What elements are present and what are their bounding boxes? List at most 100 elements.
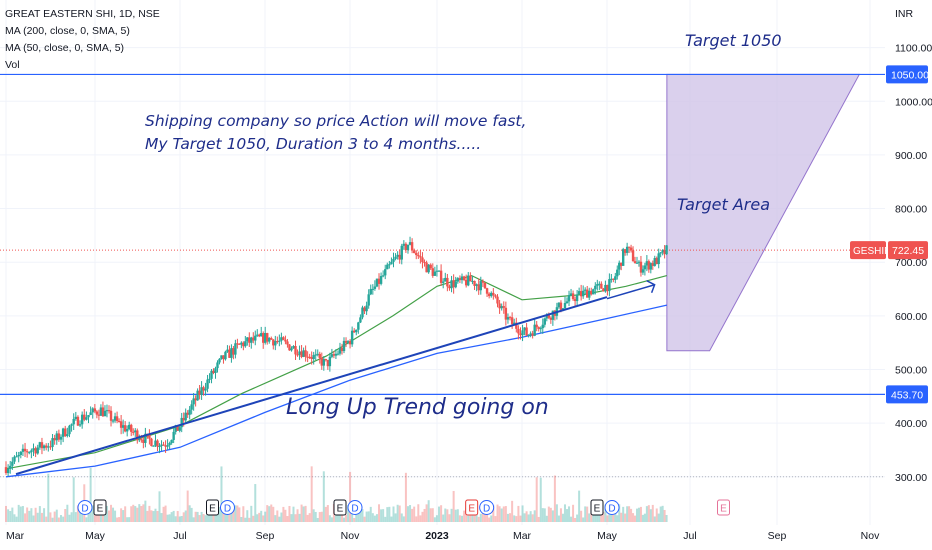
lower-level-badge-text: 453.70	[891, 389, 923, 401]
candle-body	[276, 341, 279, 343]
volume-bar	[382, 509, 385, 522]
volume-bar	[448, 514, 451, 522]
candle-body	[581, 290, 585, 297]
annotation-note-line1[interactable]: Shipping company so price Action will mo…	[145, 112, 526, 130]
ma-200-legend[interactable]: MA (200, close, 0, SMA, 5)	[5, 25, 130, 37]
volume-bar	[529, 511, 532, 522]
volume-bar	[463, 510, 466, 522]
candle-body	[304, 350, 307, 357]
volume-bar	[24, 513, 27, 522]
volume-bar	[282, 506, 285, 522]
annotation-trend[interactable]: Long Up Trend going on	[286, 395, 549, 420]
volume-bar	[417, 504, 420, 522]
candle-body	[248, 337, 251, 343]
volume-bar	[555, 504, 558, 522]
volume-bar	[320, 511, 323, 522]
candle-body	[625, 246, 629, 253]
volume-bar	[246, 510, 249, 522]
candle-body	[384, 269, 387, 276]
candle-body	[396, 254, 399, 257]
volume-bar	[386, 507, 389, 522]
volume-bar	[244, 517, 247, 522]
candle-body	[258, 334, 261, 337]
volume-legend[interactable]: Vol	[5, 59, 20, 71]
candle-body	[661, 250, 664, 253]
candle-body	[314, 354, 317, 356]
candle-body	[616, 269, 619, 277]
candle-body	[310, 357, 313, 359]
volume-bar	[446, 509, 449, 522]
volume-bar	[7, 509, 10, 522]
x-tick-label: Nov	[861, 530, 880, 542]
volume-bar	[444, 508, 447, 522]
candle-body	[103, 410, 107, 417]
volume-bar	[204, 515, 207, 522]
volume-bar	[26, 507, 29, 522]
candle-body	[97, 414, 101, 416]
candle-body	[610, 278, 613, 280]
volume-bar	[89, 467, 92, 522]
volume-bar	[496, 504, 499, 522]
volume-bar	[322, 471, 325, 522]
candle-body	[392, 258, 395, 262]
volume-bar	[398, 505, 401, 522]
candle-body	[9, 465, 12, 469]
volume-bar	[559, 508, 562, 522]
volume-bar	[419, 515, 422, 522]
volume-bar	[248, 517, 251, 522]
candle-body	[198, 390, 201, 395]
annotation-note-line2[interactable]: My Target 1050, Duration 3 to 4 months..…	[145, 135, 481, 153]
candle-body	[32, 448, 35, 451]
volume-bar	[390, 516, 393, 522]
volume-bar	[454, 509, 457, 522]
volume-bar	[316, 517, 319, 522]
candle-body	[288, 344, 291, 351]
candle-body	[594, 285, 597, 290]
volume-bar	[452, 490, 455, 522]
time-axis[interactable]: Mar May Jul Sep Nov 2023 Mar May Jul Sep Nov	[6, 530, 880, 542]
candle-body	[479, 281, 482, 291]
candle-body	[184, 412, 187, 421]
candle-body	[53, 438, 56, 441]
volume-bar	[561, 513, 564, 522]
volume-bar	[592, 514, 595, 522]
candle-body	[115, 416, 119, 422]
candle-body	[547, 314, 551, 318]
volume-bar	[665, 515, 668, 522]
volume-bar	[174, 516, 177, 522]
arrow-path[interactable]	[606, 284, 655, 300]
uptrend-line[interactable]	[15, 296, 608, 476]
candle-body	[631, 250, 635, 262]
candle-body	[665, 245, 668, 255]
volume-bar	[541, 508, 544, 522]
candle-body	[344, 340, 348, 343]
candle-body	[210, 370, 213, 379]
volume-bar	[502, 506, 505, 522]
dividend-marker	[220, 500, 235, 515]
volume-bar	[521, 505, 524, 522]
volume-bar	[543, 508, 546, 522]
candle-body	[645, 261, 649, 266]
volume-bar	[643, 513, 646, 522]
candle-body	[30, 450, 33, 453]
candle-body	[300, 351, 303, 357]
marker-letter: E	[720, 504, 727, 515]
candle-body	[290, 348, 293, 351]
candle-body	[168, 443, 171, 446]
volume-bar	[655, 508, 658, 522]
price-axis[interactable]: 1100.00 1000.00 900.00 800.00 700.00 600.00 50…	[895, 43, 932, 484]
volume-bar	[166, 514, 169, 522]
volume-bar	[590, 513, 593, 522]
ma-50-legend[interactable]: MA (50, close, 0, SMA, 5)	[5, 42, 125, 54]
volume-bar	[19, 506, 22, 522]
annotation-target-area[interactable]: Target Area	[677, 195, 770, 214]
candle-body	[600, 283, 603, 289]
volume-bar	[134, 506, 137, 522]
annotation-target-1050[interactable]: Target 1050	[685, 31, 782, 50]
candle-body	[152, 445, 155, 447]
candle-body	[74, 416, 78, 419]
volume-bar	[276, 510, 279, 522]
chart-symbol-line[interactable]: GREAT EASTERN SHI, 1D, NSE	[5, 8, 160, 20]
